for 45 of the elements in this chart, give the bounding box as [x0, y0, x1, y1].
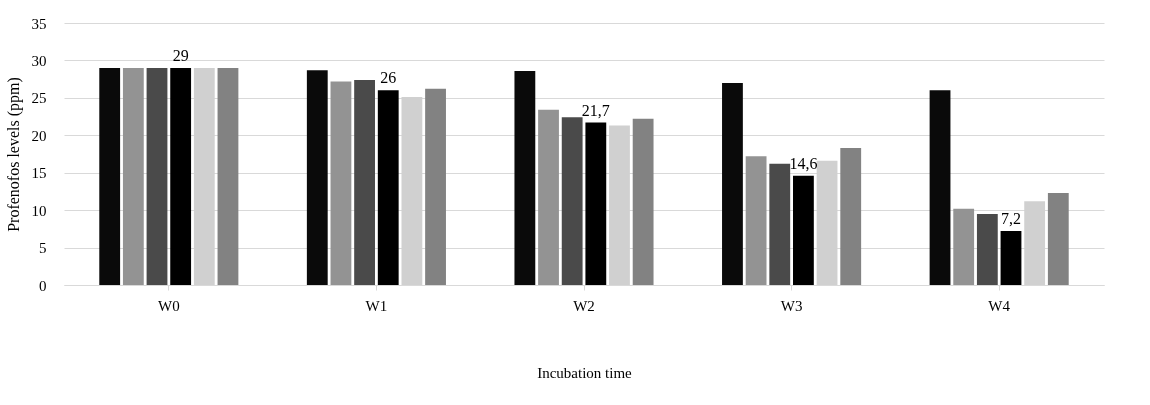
bar [1000, 231, 1022, 285]
y-tick-label: 10 [31, 202, 47, 219]
x-tick-label: W1 [365, 297, 388, 314]
bar [514, 70, 536, 285]
y-tick-label: 0 [39, 277, 47, 294]
data-label: 14,6 [789, 154, 818, 172]
bar [217, 67, 239, 285]
bar [953, 208, 975, 285]
bar [122, 67, 144, 285]
bar [354, 79, 375, 285]
y-tick-label: 20 [31, 127, 47, 144]
bar [769, 163, 791, 285]
bar [793, 175, 814, 285]
data-label: 26 [380, 69, 397, 87]
data-label: 29 [172, 46, 189, 64]
bar [170, 67, 192, 285]
y-tick-label: 35 [31, 15, 47, 32]
y-tick-label: 30 [31, 52, 47, 69]
data-label: 21,7 [581, 101, 610, 119]
y-tick-label: 5 [39, 240, 47, 257]
y-tick-label: 15 [31, 165, 47, 182]
bar [561, 117, 583, 285]
x-tick-label: W3 [780, 297, 803, 314]
bar [330, 81, 352, 285]
bar [99, 67, 121, 285]
bar [929, 90, 951, 285]
bar [146, 67, 168, 285]
x-tick-label: W4 [988, 297, 1011, 314]
bar [377, 90, 399, 285]
bar [745, 156, 767, 285]
bar [306, 70, 328, 285]
bar [1047, 192, 1069, 285]
bar [722, 82, 743, 285]
bar [840, 148, 862, 285]
bar [538, 109, 559, 285]
x-axis-title: Incubation time [537, 364, 633, 381]
y-tick-label: 25 [31, 90, 47, 107]
x-tick-label: W0 [157, 297, 180, 314]
y-axis-title: Profenofos levels (ppm) [4, 77, 23, 232]
bar [425, 88, 446, 285]
bar [585, 122, 607, 285]
data-label: 7,2 [1001, 210, 1021, 228]
bar [976, 213, 998, 285]
bar [632, 118, 654, 285]
x-tick-label: W2 [573, 297, 595, 314]
